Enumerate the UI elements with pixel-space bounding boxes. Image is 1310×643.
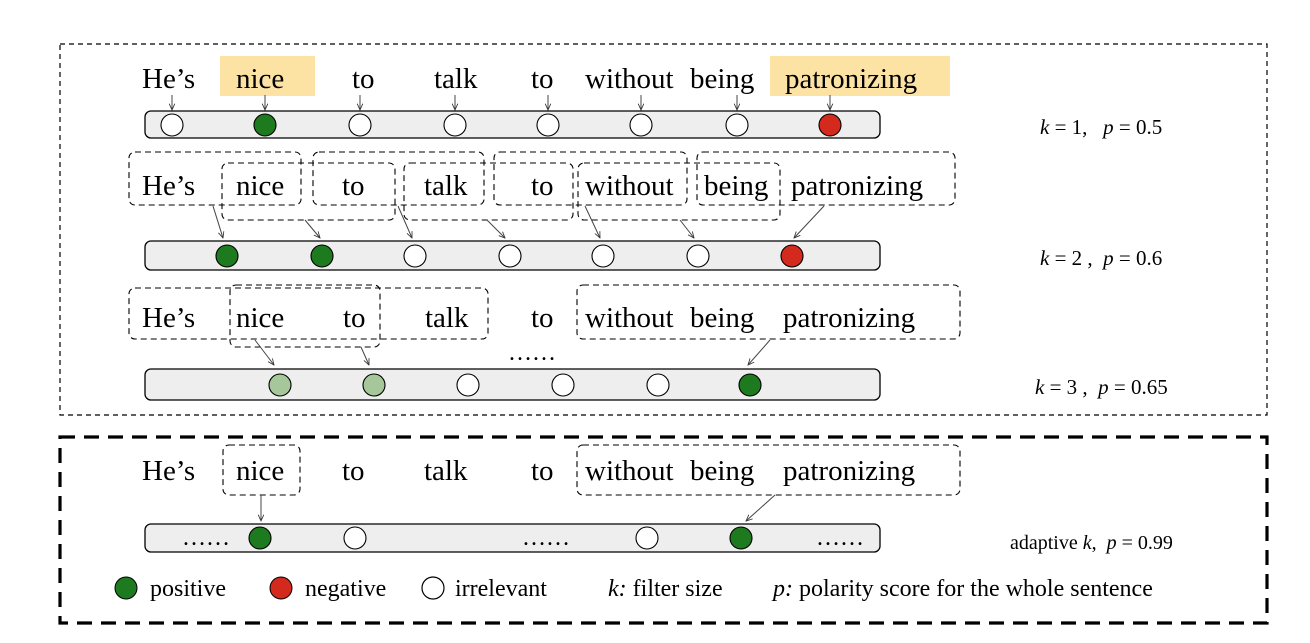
word-patronizing: patronizing: [783, 455, 915, 487]
ellipsis: ……: [522, 525, 570, 551]
polarity-dot-irrelevant: [629, 113, 653, 137]
word-to: to: [352, 63, 375, 95]
word-to: to: [343, 302, 366, 334]
polarity-dot-irrelevant: [591, 244, 615, 268]
ellipsis: ……: [816, 525, 864, 551]
row-adaptive-k: He’s nice to talk to without being patro…: [142, 444, 1173, 554]
trigram-box: [229, 284, 381, 348]
ellipsis: ……: [508, 340, 556, 366]
polarity-dot-positive: [215, 244, 239, 268]
polarity-dot-positive: [729, 526, 753, 550]
score-k3: k = 3 , p = 0.65: [1035, 375, 1168, 399]
legend-positive-label: positive: [150, 576, 226, 602]
polarity-dot-irrelevant: [443, 113, 467, 137]
bigram-box: [696, 151, 956, 206]
trigram-box: [128, 287, 489, 340]
feature-strip: [144, 110, 881, 139]
word-nice: nice: [236, 170, 284, 202]
polarity-dot-positive: [253, 113, 277, 137]
word-nice: nice: [236, 63, 284, 95]
word-hes: He’s: [142, 455, 195, 487]
word-hes: He’s: [142, 63, 195, 95]
polarity-dot-positive: [248, 526, 272, 550]
polarity-dot-irrelevant: [536, 113, 560, 137]
bigram-box: [577, 162, 781, 221]
word-nice: nice: [236, 302, 284, 334]
word-talk: talk: [424, 455, 468, 487]
word-hes: He’s: [142, 302, 195, 334]
feature-strip: [144, 368, 881, 401]
ellipsis: ……: [182, 525, 230, 551]
word-without: without: [585, 63, 674, 95]
polarity-dot-negative: [818, 113, 842, 137]
polarity-dot-irrelevant: [686, 244, 710, 268]
adaptive-k-frame: [58, 435, 1269, 625]
polarity-dot-irrelevant: [551, 373, 575, 397]
word-to: to: [531, 302, 554, 334]
score-adaptive: adaptive k, p = 0.99: [1010, 532, 1173, 554]
word-talk: talk: [424, 170, 468, 202]
polarity-dot-weak-positive: [268, 373, 292, 397]
word-talk: talk: [425, 302, 469, 334]
feature-strip: [144, 523, 881, 553]
legend-irrelevant-label: irrelevant: [455, 576, 547, 602]
word-being: being: [690, 455, 754, 487]
polarity-dot-negative: [780, 244, 804, 268]
word-to: to: [531, 455, 554, 487]
score-k2: k = 2 , p = 0.6: [1040, 246, 1162, 270]
legend-polarity-score: p: polarity score for the whole sentence: [771, 576, 1153, 602]
polarity-dot-irrelevant: [160, 113, 184, 137]
legend-filter-size: k: filter size: [608, 576, 723, 602]
word-without: without: [585, 170, 674, 202]
word-to: to: [531, 63, 554, 95]
polarity-dot-irrelevant: [343, 526, 367, 550]
polarity-dot-irrelevant: [646, 373, 670, 397]
polarity-dot-positive: [738, 373, 762, 397]
polarity-dot-irrelevant: [403, 244, 427, 268]
bigram-box: [493, 151, 688, 206]
polarity-dot-irrelevant: [348, 113, 372, 137]
highlight-patronizing: [770, 56, 950, 96]
word-without: without: [585, 302, 674, 334]
polarity-dot-irrelevant: [498, 244, 522, 268]
word-without: without: [585, 455, 674, 487]
word-patronizing: patronizing: [785, 63, 917, 95]
polarity-dot-positive: [310, 244, 334, 268]
bigram-box: [221, 162, 396, 221]
polarity-dot-irrelevant: [635, 526, 659, 550]
word-hes: He’s: [142, 170, 195, 202]
legend-positive-swatch: [114, 576, 138, 600]
legend-negative-label: negative: [305, 576, 386, 602]
row-k3: He’s nice to talk to without being patro…: [128, 284, 1168, 401]
fixed-k-frame: [59, 43, 1268, 416]
bigram-box: [128, 151, 302, 206]
word-talk: talk: [434, 63, 478, 95]
highlight-nice: [220, 56, 315, 96]
polarity-dot-irrelevant: [725, 113, 749, 137]
word-being: being: [690, 63, 754, 95]
word-to: to: [342, 170, 365, 202]
word-to: to: [342, 455, 365, 487]
word-being: being: [704, 170, 768, 202]
phrase-box: [576, 444, 961, 496]
score-k1: k = 1, p = 0.5: [1040, 115, 1162, 139]
polarity-dot-irrelevant: [456, 373, 480, 397]
word-being: being: [690, 302, 754, 334]
row-k1: He’s nice to talk to without being patro…: [142, 56, 1162, 139]
row-k2: He’s nice to talk to without being patro…: [128, 151, 1162, 271]
word-patronizing: patronizing: [783, 302, 915, 334]
trigram-box: [576, 284, 961, 340]
polarity-dot-weak-positive: [362, 373, 386, 397]
word-to: to: [531, 170, 554, 202]
legend-negative-swatch: [269, 576, 293, 600]
legend: positive negative irrelevant k: filter s…: [114, 576, 1153, 602]
legend-irrelevant-swatch: [421, 576, 445, 600]
word-nice: nice: [236, 455, 284, 487]
word-patronizing: patronizing: [791, 170, 923, 202]
